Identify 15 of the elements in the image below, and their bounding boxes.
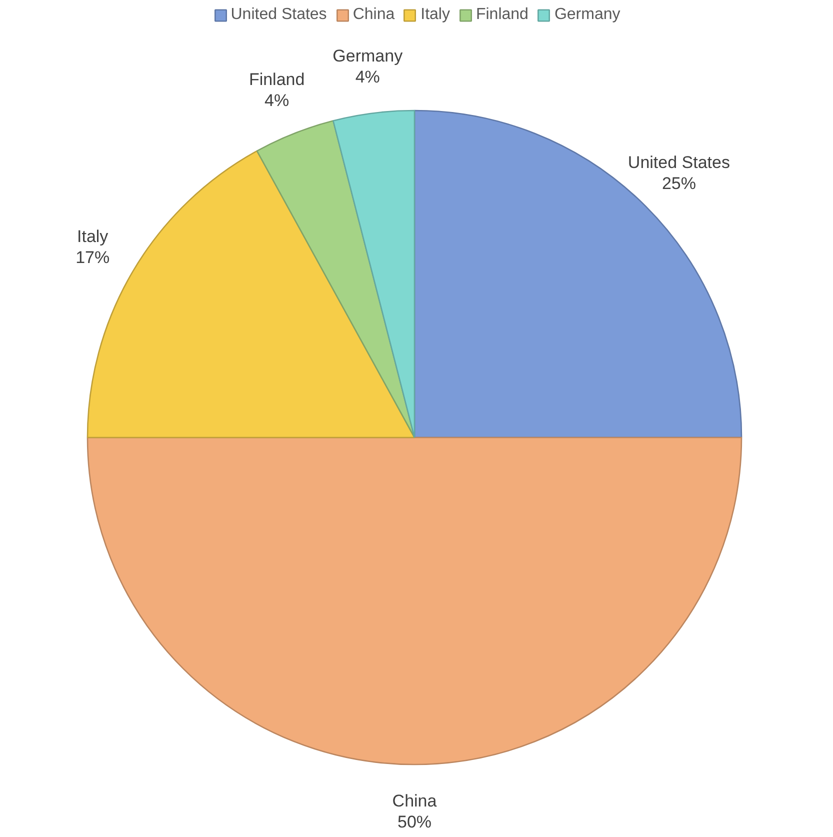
legend-label: Germany bbox=[554, 6, 620, 24]
data-label: 4% bbox=[355, 67, 380, 86]
slice-label: Germany bbox=[332, 46, 404, 66]
data-label: 25% bbox=[662, 174, 696, 194]
slice-label: United States bbox=[628, 153, 730, 172]
slice-label: Finland bbox=[248, 70, 305, 89]
data-label: 4% bbox=[264, 90, 290, 110]
legend-label: China bbox=[352, 6, 395, 24]
legend-label: Finland bbox=[476, 6, 528, 24]
slice-label: Italy bbox=[76, 227, 109, 246]
legend-label: Italy bbox=[420, 6, 450, 24]
data-label: 50% bbox=[397, 812, 432, 832]
slice-label: China bbox=[392, 792, 438, 810]
legend-label: United States bbox=[230, 6, 327, 24]
data-label: 17% bbox=[76, 248, 110, 268]
